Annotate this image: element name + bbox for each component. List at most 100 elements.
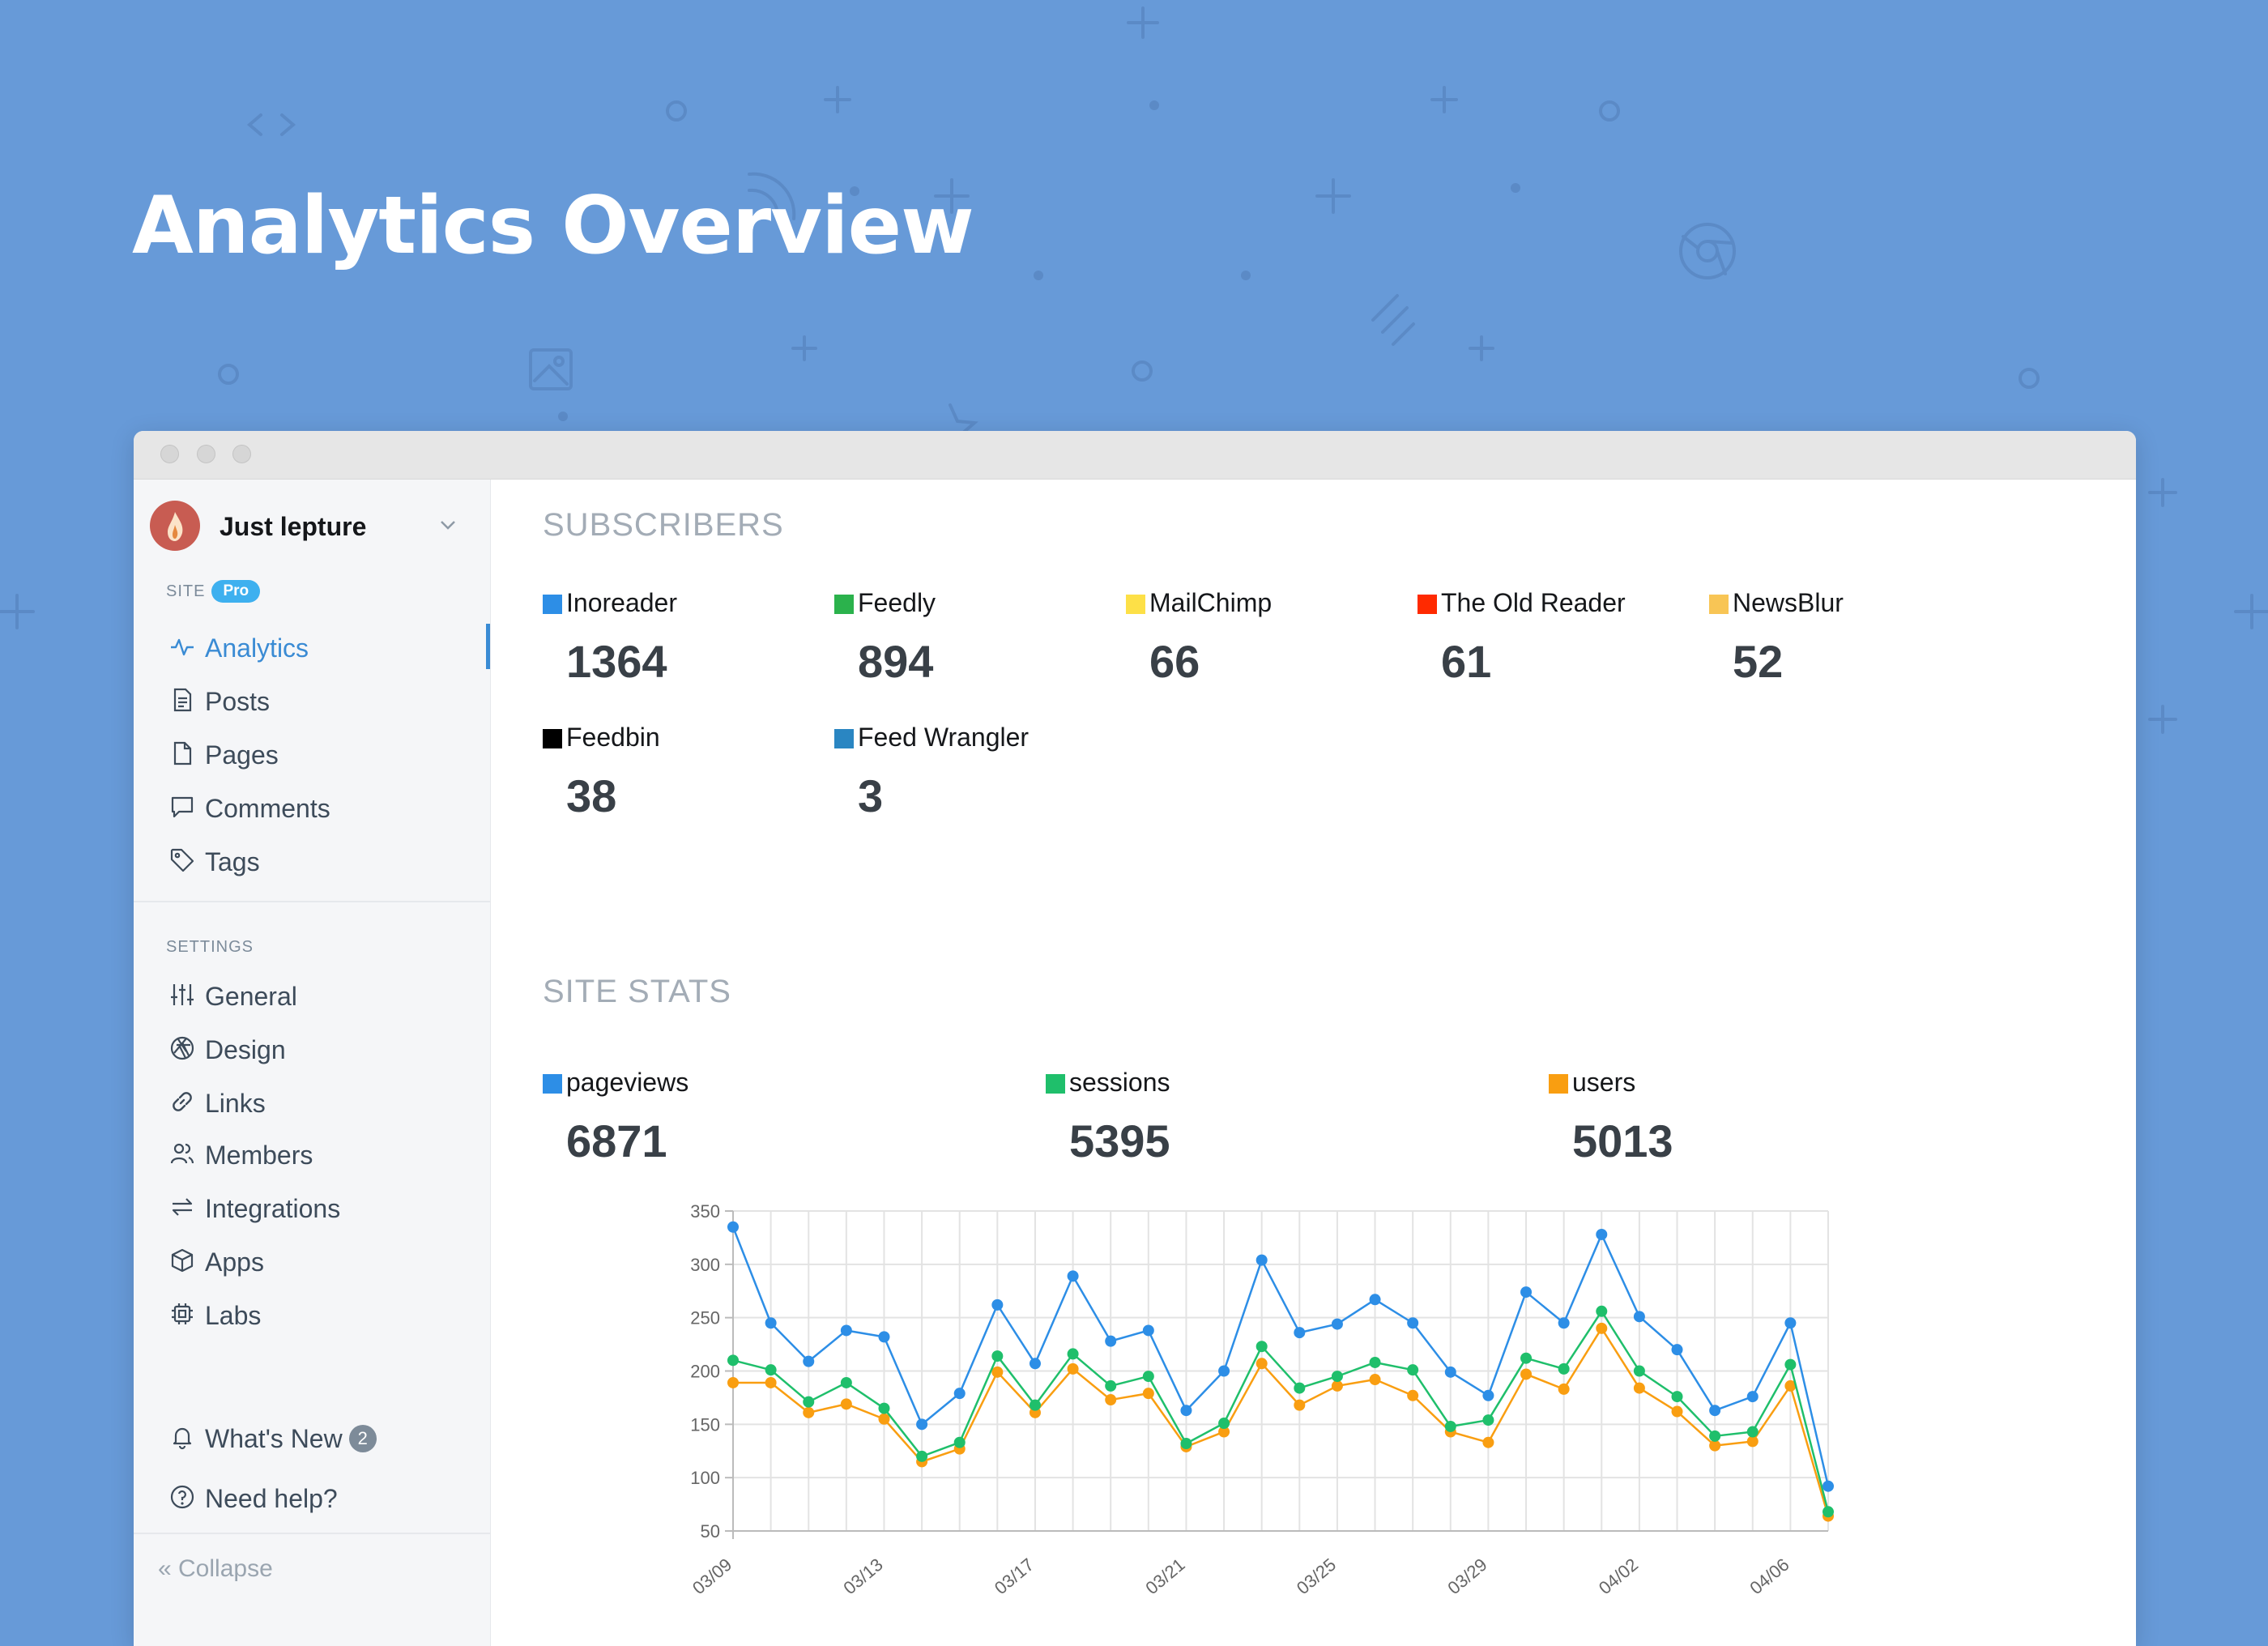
legend-swatch — [1549, 1074, 1568, 1094]
stat-value: 3 — [858, 770, 884, 821]
data-point-sessions — [1444, 1420, 1456, 1432]
data-point-pageviews — [765, 1317, 777, 1329]
whats-new-button[interactable]: What's New 2 — [166, 1414, 490, 1460]
data-point-sessions — [1671, 1391, 1683, 1403]
x-tick-label: 03/09 — [688, 1554, 735, 1599]
stat-name: MailChimp — [1149, 588, 1273, 617]
sidebar-item-label: Comments — [205, 794, 330, 823]
sidebar-item-integrations[interactable]: Integrations — [166, 1184, 490, 1230]
data-point-sessions — [991, 1350, 1004, 1362]
sidebar-item-pages[interactable]: Pages — [166, 731, 490, 776]
data-point-users — [1407, 1389, 1419, 1401]
page-icon — [173, 741, 192, 765]
stat-value: 66 — [1149, 636, 1200, 687]
stat-name: users — [1572, 1068, 1636, 1097]
y-tick-label: 100 — [690, 1468, 720, 1488]
site-name: Just lepture — [220, 512, 367, 541]
data-point-pageviews — [1444, 1366, 1456, 1378]
minimize-window-button[interactable] — [197, 445, 215, 463]
stat-name: Feedbin — [566, 723, 660, 752]
chevron-down-icon — [441, 521, 455, 530]
series-line-users — [733, 1327, 1830, 1516]
rss-icon — [748, 172, 796, 220]
data-point-users — [1331, 1379, 1343, 1392]
data-point-pageviews — [1294, 1327, 1306, 1339]
close-window-button[interactable] — [160, 445, 179, 463]
data-point-pageviews — [1180, 1405, 1192, 1417]
sidebar-item-design[interactable]: Design — [166, 1026, 490, 1071]
stat-name: pageviews — [566, 1068, 689, 1097]
data-point-pageviews — [1709, 1405, 1721, 1417]
sidebar-item-general[interactable]: General — [166, 972, 490, 1017]
sidebar-item-links[interactable]: Links — [166, 1079, 490, 1124]
data-point-sessions — [1142, 1371, 1154, 1383]
whats-new-label: What's New — [205, 1424, 343, 1453]
data-point-sessions — [803, 1396, 815, 1408]
subscriber-stat-the-old-reader: The Old Reader 61 — [1418, 588, 1693, 710]
legend-swatch — [1418, 595, 1437, 614]
data-point-pageviews — [1105, 1335, 1117, 1347]
data-point-sessions — [1633, 1365, 1645, 1377]
need-help-button[interactable]: Need help? — [166, 1474, 490, 1520]
sidebar-item-tags[interactable]: Tags — [166, 838, 490, 883]
stat-value: 894 — [858, 636, 934, 687]
site-switcher[interactable]: Just lepture — [150, 496, 474, 552]
data-point-sessions — [1784, 1358, 1797, 1371]
data-point-pageviews — [803, 1355, 815, 1367]
aperture-icon — [170, 1036, 194, 1060]
data-point-sessions — [1407, 1364, 1419, 1376]
data-point-users — [991, 1366, 1004, 1378]
data-point-users — [765, 1376, 777, 1388]
legend-swatch — [834, 729, 854, 748]
sidebar-item-apps[interactable]: Apps — [166, 1238, 490, 1283]
comment-icon — [171, 796, 194, 818]
data-point-pageviews — [1784, 1317, 1797, 1329]
data-point-sessions — [1482, 1414, 1494, 1426]
data-point-pageviews — [878, 1331, 890, 1343]
data-point-sessions — [1294, 1382, 1306, 1394]
series-line-sessions — [732, 1310, 1830, 1512]
sidebar-item-posts[interactable]: Posts — [166, 677, 490, 723]
collapse-sidebar-button[interactable]: « Collapse — [158, 1555, 273, 1582]
bell-icon — [173, 1427, 192, 1450]
sidebar-item-label: Analytics — [205, 633, 309, 663]
data-point-users — [1709, 1439, 1721, 1452]
sidebar-item-label: Apps — [205, 1247, 264, 1277]
active-indicator — [486, 624, 490, 669]
main-content: SUBSCRIBERS Inoreader 1364 Feedly 894 Ma… — [491, 480, 2136, 1646]
data-point-sessions — [953, 1436, 966, 1448]
chrome-icon — [1679, 223, 1736, 279]
data-point-sessions — [1520, 1352, 1533, 1364]
sidebar-item-comments[interactable]: Comments — [166, 784, 490, 829]
y-tick-label: 50 — [701, 1521, 720, 1542]
data-point-users — [1142, 1388, 1154, 1400]
subscriber-stat-feedbin: Feedbin 38 — [543, 723, 818, 844]
data-point-pageviews — [1520, 1286, 1533, 1298]
sidebar-item-labs[interactable]: Labs — [166, 1291, 490, 1337]
data-point-sessions — [765, 1364, 777, 1376]
data-point-pageviews — [1633, 1311, 1645, 1323]
subscriber-stat-inoreader: Inoreader 1364 — [543, 588, 818, 710]
sidebar-item-label: Tags — [205, 847, 260, 876]
sidebar-item-members[interactable]: Members — [166, 1131, 490, 1176]
x-tick-label: 03/13 — [839, 1554, 886, 1599]
data-point-users — [1520, 1368, 1533, 1380]
data-point-users — [1218, 1426, 1230, 1438]
y-tick-label: 250 — [690, 1308, 720, 1328]
document-icon — [173, 688, 192, 712]
sidebar-item-analytics[interactable]: Analytics — [166, 624, 490, 669]
sidebar-item-label: Integrations — [205, 1194, 341, 1223]
data-point-users — [1596, 1322, 1608, 1334]
site-stat-pageviews: pageviews 6871 — [543, 1068, 818, 1189]
integrations-icon — [172, 1198, 193, 1216]
sidebar-item-label: General — [205, 982, 297, 1011]
legend-swatch — [1046, 1074, 1065, 1094]
subscriber-stat-mailchimp: MailChimp 66 — [1126, 588, 1401, 710]
series-line-pageviews — [731, 1226, 1830, 1486]
stat-name: The Old Reader — [1441, 588, 1626, 617]
need-help-label: Need help? — [205, 1484, 338, 1513]
data-point-users — [1671, 1405, 1683, 1418]
sidebar-item-label: Labs — [205, 1301, 262, 1330]
maximize-window-button[interactable] — [232, 445, 251, 463]
data-point-sessions — [1218, 1418, 1230, 1430]
